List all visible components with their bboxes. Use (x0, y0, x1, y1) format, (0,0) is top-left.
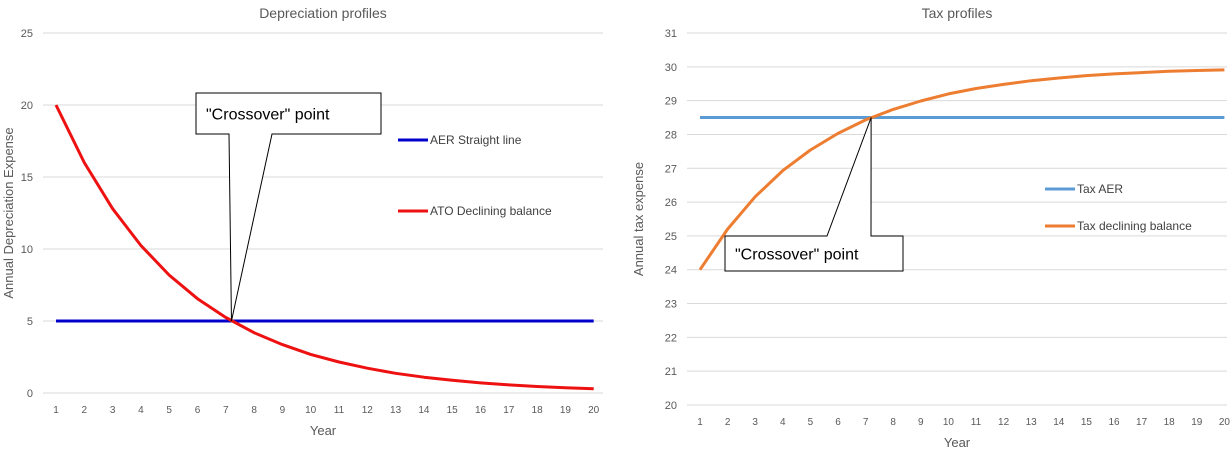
callout-shape (724, 117, 904, 272)
x-tick-label: 2 (725, 417, 731, 428)
x-tick-label: 19 (560, 405, 572, 416)
x-tick-label: 9 (918, 417, 924, 428)
x-axis-label: Year (944, 435, 971, 450)
x-tick-label: 7 (863, 417, 869, 428)
tax-profiles-chart: Tax profiles 20 21 22 23 24 25 26 27 28 29 30 31 1 2 3 4… (615, 0, 1230, 452)
y-tick-label: 25 (21, 28, 33, 40)
x-tick-label: 4 (780, 417, 786, 428)
x-axis-label: Year (310, 423, 337, 438)
crossover-callout: "Crossover" point (724, 117, 904, 272)
x-tick-label: 18 (1164, 417, 1176, 428)
y-tick-label: 26 (665, 197, 677, 209)
legend-label: AER Straight line (430, 133, 522, 147)
callout-text: "Crossover" point (206, 107, 330, 124)
y-tick-label: 30 (665, 62, 677, 74)
y-tick-label: 28 (665, 129, 677, 141)
x-tick-label: 5 (808, 417, 814, 428)
y-tick-label: 15 (21, 172, 33, 184)
x-tick-label: 3 (110, 405, 116, 416)
x-tick-label: 11 (334, 405, 345, 416)
x-tick-label: 8 (251, 405, 257, 416)
x-tick-label: 19 (1191, 417, 1203, 428)
x-tick-label: 16 (475, 405, 487, 416)
x-tick-label: 8 (890, 417, 896, 428)
x-tick-label: 14 (418, 405, 430, 416)
x-tick-label: 17 (1136, 417, 1148, 428)
series-line-2 (698, 68, 1225, 271)
y-tick-label: 29 (665, 96, 677, 108)
x-tick-label: 9 (280, 405, 286, 416)
legend-label: Tax AER (1077, 182, 1123, 196)
x-tick-label: 14 (1053, 417, 1065, 428)
x-tick-label: 1 (697, 417, 703, 428)
y-tick-label: 20 (21, 100, 33, 112)
y-tick-label: 21 (665, 366, 677, 378)
x-tick-label: 1 (53, 405, 59, 416)
y-axis-label: Annual Depreciation Expense (1, 127, 16, 298)
y-tick-label: 5 (27, 316, 33, 328)
callout-text: "Crossover" point (735, 247, 859, 264)
x-tick-label: 18 (532, 405, 544, 416)
x-tick-label: 13 (1026, 417, 1038, 428)
x-tick-label: 10 (305, 405, 317, 416)
x-tick-label: 6 (195, 405, 201, 416)
x-tick-label: 3 (752, 417, 758, 428)
x-tick-label: 2 (82, 405, 88, 416)
x-tick-label: 13 (390, 405, 402, 416)
y-tick-label: 20 (665, 400, 677, 412)
x-tick-label: 6 (835, 417, 841, 428)
x-tick-label: 7 (223, 405, 229, 416)
y-tick-label: 23 (665, 299, 677, 311)
legend-label: Tax declining balance (1077, 219, 1192, 233)
series-line-2 (54, 104, 594, 391)
chart-title: Tax profiles (922, 5, 993, 21)
x-tick-label: 16 (1108, 417, 1120, 428)
depreciation-profiles-chart: Depreciation profiles 0 5 10 15 20 25 1 2 3 4 5 6 7 8 9… (0, 0, 615, 452)
x-tick-label: 12 (362, 405, 374, 416)
y-tick-label: 31 (665, 28, 677, 40)
y-tick-label: 0 (27, 388, 33, 400)
x-tick-label: 17 (503, 405, 515, 416)
y-tick-label: 25 (665, 231, 677, 243)
x-tick-label: 15 (1081, 417, 1093, 428)
x-tick-label: 20 (588, 405, 600, 416)
x-tick-label: 11 (971, 417, 982, 428)
y-tick-label: 22 (665, 332, 677, 344)
y-tick-label: 27 (665, 163, 677, 175)
y-tick-label: 10 (21, 244, 33, 256)
x-tick-label: 20 (1219, 417, 1230, 428)
y-axis-label: Annual tax expense (631, 162, 646, 276)
x-tick-label: 12 (998, 417, 1010, 428)
x-tick-label: 5 (166, 405, 172, 416)
x-tick-label: 10 (943, 417, 955, 428)
y-tick-label: 24 (665, 265, 677, 277)
chart-title: Depreciation profiles (259, 5, 387, 21)
crossover-callout: "Crossover" point (195, 92, 382, 322)
x-tick-label: 15 (447, 405, 459, 416)
x-tick-label: 4 (138, 405, 144, 416)
legend-label: ATO Declining balance (430, 204, 552, 218)
callout-shape (195, 92, 382, 322)
